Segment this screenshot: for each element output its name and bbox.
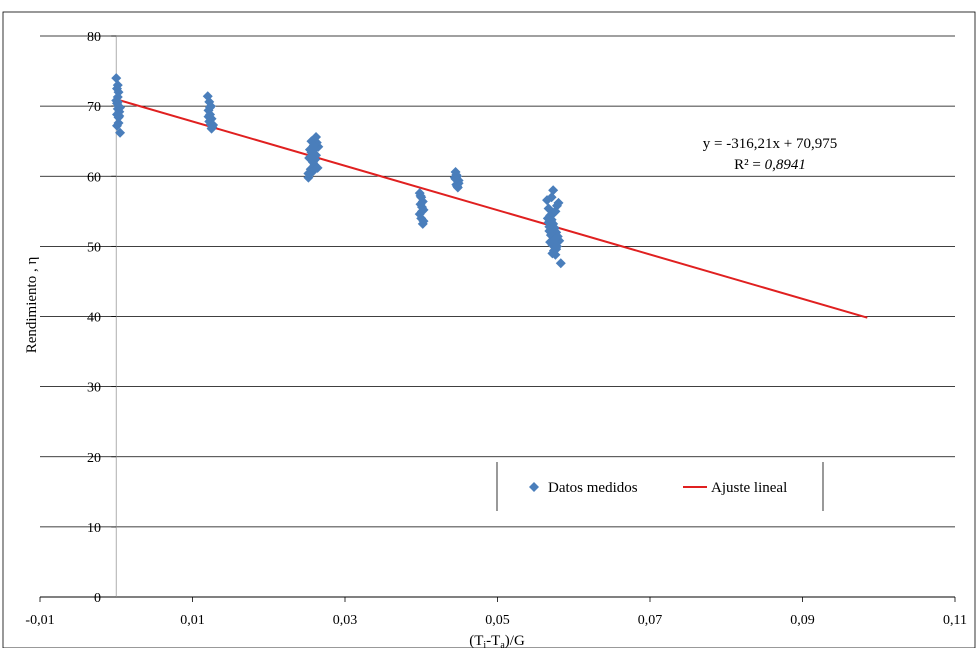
- r2-value: 0,8941: [765, 157, 806, 173]
- x-tick-label-0: -0,01: [25, 613, 54, 628]
- chart-border: [2, 11, 976, 648]
- data-point-96: [545, 216, 556, 227]
- data-point-27: [203, 111, 214, 122]
- x-title-part1: (T: [469, 633, 483, 648]
- x-tick-label-6: 0,11: [943, 613, 967, 628]
- data-point-28: [205, 102, 216, 113]
- fit-line-group: [115, 98, 868, 319]
- data-point-0: [111, 73, 122, 84]
- y-tick-label-8: 80: [87, 30, 101, 45]
- data-point-30: [208, 120, 219, 131]
- data-points: [111, 73, 566, 269]
- r2-prefix: R² =: [734, 157, 764, 173]
- data-point-92: [548, 185, 559, 196]
- x-tick-label-4: 0,07: [638, 613, 663, 628]
- y-tick-label-2: 20: [87, 451, 101, 466]
- data-point-47: [311, 131, 322, 142]
- y-tick-label-0: 0: [94, 591, 101, 606]
- data-point-97: [547, 248, 558, 259]
- x-title-part3: )/G: [505, 633, 525, 648]
- legend: Datos medidos Ajuste lineal: [496, 462, 824, 511]
- legend-label-datos: Datos medidos: [548, 480, 638, 496]
- x-tick-label-1: 0,01: [180, 613, 205, 628]
- y-tick-label-1: 10: [87, 521, 101, 536]
- data-point-61: [418, 216, 429, 227]
- y-tick-label-4: 40: [87, 311, 101, 326]
- x-tick-label-3: 0,05: [485, 613, 510, 628]
- data-point-60: [417, 206, 428, 217]
- x-title-sub1: i: [483, 640, 486, 648]
- data-point-44: [303, 168, 314, 179]
- data-point-49: [307, 146, 318, 157]
- y-tick-label-5: 50: [87, 240, 101, 255]
- r2-label: R² = 0,8941: [734, 157, 806, 173]
- fit-line: [115, 98, 868, 319]
- legend-label-ajuste: Ajuste lineal: [711, 480, 787, 496]
- gridlines: [40, 35, 955, 528]
- data-point-14: [114, 110, 125, 121]
- y-tick-label-7: 70: [87, 100, 101, 115]
- x-title-sub2: a: [500, 640, 505, 648]
- tick-labels: -0,01 0,01 0,03 0,05 0,07 0,09 0,11 0 10 20 30 40 50…: [25, 30, 967, 628]
- legend-marker-datos: [529, 482, 539, 492]
- y-tick-label-6: 60: [87, 170, 101, 185]
- x-tick-label-2: 0,03: [333, 613, 358, 628]
- x-axis-title: (Ti-Ta)/G: [469, 633, 525, 648]
- data-point-59: [415, 190, 426, 201]
- y-tick-label-3: 30: [87, 381, 101, 396]
- data-point-16: [112, 120, 123, 131]
- data-point-70: [452, 181, 463, 192]
- x-title-part2: -T: [486, 633, 500, 648]
- data-point-71: [450, 174, 461, 185]
- data-point-88: [553, 197, 564, 208]
- data-point-13: [112, 96, 123, 107]
- data-point-101: [555, 258, 566, 269]
- data-point-99: [550, 206, 561, 217]
- x-tick-label-5: 0,09: [790, 613, 815, 628]
- equation-label: y = -316,21x + 70,975: [703, 136, 837, 152]
- data-point-95: [544, 225, 555, 236]
- data-point-91: [546, 192, 557, 203]
- regression-annotation: y = -316,21x + 70,975 R² = 0,8941: [703, 136, 837, 173]
- y-axis-title: Rendimiento , η: [24, 257, 40, 354]
- data-point-43: [312, 162, 323, 173]
- data-point-17: [115, 127, 126, 138]
- data-point-100: [551, 241, 562, 252]
